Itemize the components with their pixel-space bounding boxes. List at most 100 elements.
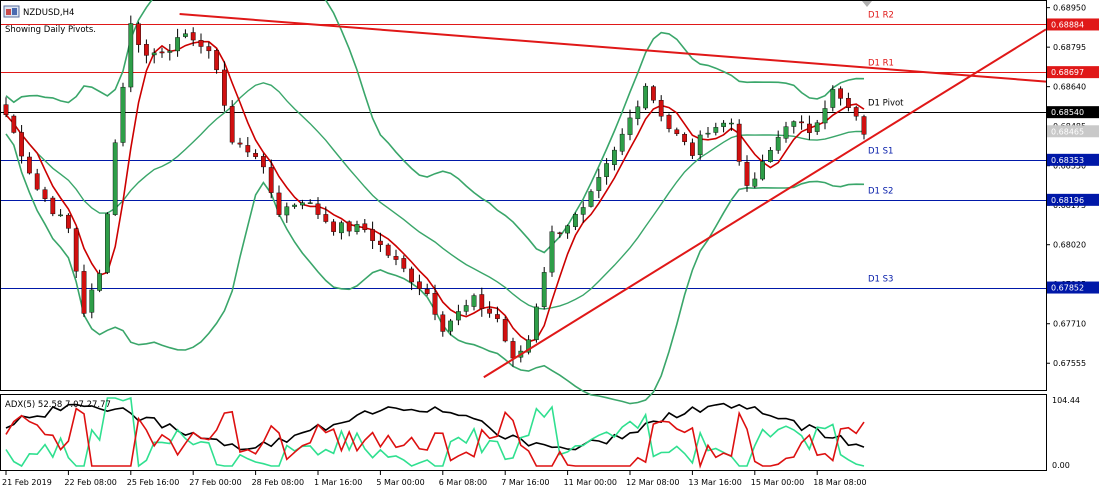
candle[interactable] — [120, 82, 126, 147]
candle[interactable] — [143, 39, 149, 64]
candle[interactable] — [73, 227, 79, 279]
candle[interactable] — [104, 212, 110, 275]
candle[interactable] — [378, 232, 383, 252]
candle[interactable] — [549, 225, 555, 277]
candle[interactable] — [713, 122, 719, 136]
candle[interactable] — [534, 303, 539, 343]
candle[interactable] — [432, 284, 438, 321]
candle[interactable] — [409, 266, 414, 291]
candle[interactable] — [370, 221, 375, 249]
candle[interactable] — [752, 172, 758, 189]
candle[interactable] — [736, 119, 742, 166]
candle[interactable] — [214, 48, 219, 74]
candle[interactable] — [557, 231, 563, 238]
candle[interactable] — [705, 126, 711, 138]
trendline-falling-resistance[interactable] — [179, 13, 1047, 83]
candle[interactable] — [175, 28, 180, 57]
candle[interactable] — [643, 83, 649, 110]
candle[interactable] — [261, 153, 266, 174]
candle[interactable] — [300, 199, 305, 210]
candle[interactable] — [596, 168, 602, 199]
main-pane[interactable] — [0, 0, 1047, 391]
candle[interactable] — [838, 86, 844, 106]
candle[interactable] — [471, 293, 477, 311]
candle[interactable] — [34, 168, 40, 191]
candle[interactable] — [658, 95, 664, 122]
candle[interactable] — [674, 127, 680, 136]
candle[interactable] — [775, 130, 781, 154]
candle[interactable] — [440, 311, 446, 337]
candle[interactable] — [424, 283, 430, 296]
candle[interactable] — [573, 212, 578, 231]
candle[interactable] — [690, 138, 695, 160]
candle[interactable] — [65, 213, 71, 234]
candle[interactable] — [495, 306, 500, 323]
candle[interactable] — [292, 203, 297, 209]
candle[interactable] — [565, 224, 571, 239]
candle[interactable] — [682, 132, 688, 146]
candle[interactable] — [619, 128, 625, 156]
candle[interactable] — [861, 114, 867, 140]
candle[interactable] — [167, 44, 173, 61]
candle[interactable] — [401, 255, 407, 273]
candle[interactable] — [791, 120, 797, 134]
candle[interactable] — [198, 33, 204, 54]
candle[interactable] — [822, 100, 828, 130]
candle[interactable] — [385, 243, 391, 259]
candle[interactable] — [58, 209, 64, 217]
candle[interactable] — [331, 219, 336, 236]
candle[interactable] — [666, 113, 672, 133]
candle[interactable] — [253, 149, 258, 160]
trendlines[interactable] — [179, 13, 1047, 379]
candle[interactable] — [588, 189, 594, 208]
trendline-rising-support[interactable] — [483, 28, 1047, 379]
candle[interactable] — [580, 201, 586, 223]
candle[interactable] — [448, 318, 453, 336]
candle[interactable] — [729, 118, 734, 131]
candle[interactable] — [50, 195, 56, 217]
candle[interactable] — [27, 152, 32, 175]
candle[interactable] — [627, 109, 633, 141]
candle[interactable] — [853, 105, 859, 121]
candle[interactable] — [487, 301, 492, 318]
candle[interactable] — [830, 85, 836, 112]
candle[interactable] — [237, 137, 243, 148]
candle[interactable] — [697, 130, 703, 160]
candle[interactable] — [3, 97, 9, 118]
candle[interactable] — [526, 335, 532, 355]
candle[interactable] — [19, 125, 24, 164]
candle[interactable] — [276, 185, 282, 218]
candle[interactable] — [159, 47, 165, 58]
candle[interactable] — [190, 27, 196, 47]
candle[interactable] — [417, 274, 422, 296]
candle[interactable] — [346, 220, 352, 237]
candle[interactable] — [846, 92, 851, 112]
candle[interactable] — [807, 115, 812, 140]
candle[interactable] — [651, 85, 656, 104]
candlesticks[interactable] — [3, 15, 867, 367]
candle[interactable] — [182, 29, 188, 39]
candle[interactable] — [136, 21, 141, 53]
candle[interactable] — [81, 264, 87, 318]
candle[interactable] — [463, 299, 469, 316]
candle[interactable] — [362, 218, 368, 233]
candle[interactable] — [354, 220, 360, 235]
candle[interactable] — [721, 120, 727, 133]
candle[interactable] — [541, 266, 547, 310]
candle[interactable] — [221, 61, 227, 112]
candle[interactable] — [814, 119, 820, 135]
chart-shift-marker-icon[interactable] — [862, 1, 872, 7]
candle[interactable] — [612, 146, 617, 171]
adx-pane[interactable] — [0, 394, 1047, 471]
candle[interactable] — [635, 100, 641, 126]
candle[interactable] — [502, 316, 508, 343]
candle[interactable] — [307, 199, 313, 205]
candle[interactable] — [151, 48, 157, 64]
candle[interactable] — [128, 15, 134, 93]
candle[interactable] — [268, 159, 274, 199]
candle[interactable] — [768, 147, 773, 163]
candle[interactable] — [11, 114, 17, 134]
candle[interactable] — [315, 197, 321, 220]
candle[interactable] — [783, 121, 789, 143]
candle[interactable] — [479, 287, 485, 317]
